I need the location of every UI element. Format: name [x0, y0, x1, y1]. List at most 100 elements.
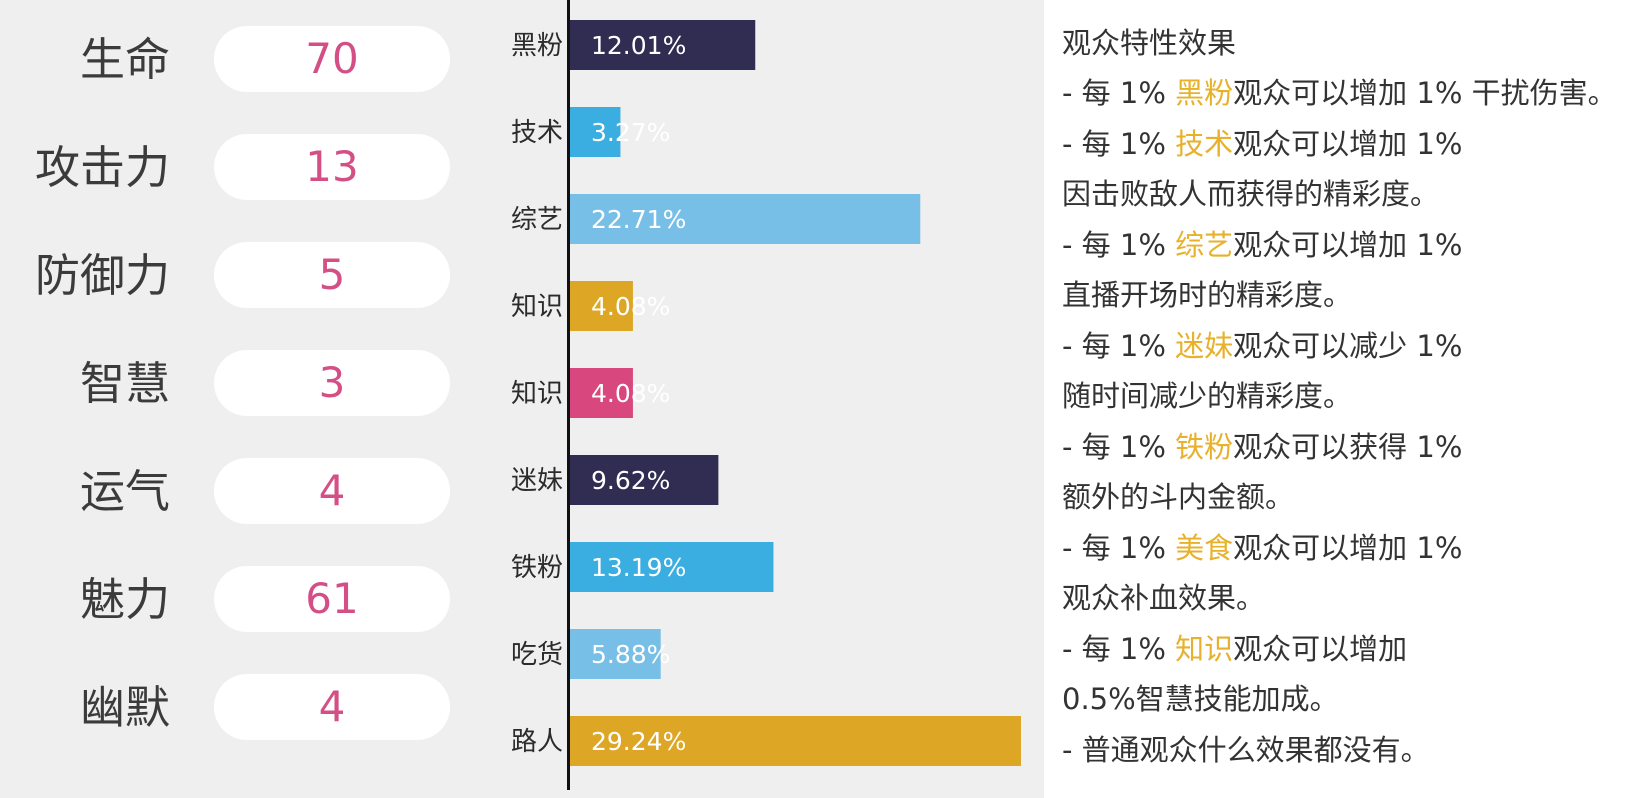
- stat-value: 5: [318, 250, 346, 299]
- data-label: 4.08%: [591, 292, 670, 321]
- bar-0: [570, 20, 756, 70]
- effect-text: 观众可以增加: [1233, 631, 1408, 666]
- effect-text: - 每 1%: [1062, 76, 1176, 110]
- bar-8: [570, 716, 1021, 766]
- stat-value-pill: 3: [214, 350, 450, 416]
- stat-label: 防御力: [34, 249, 170, 302]
- data-label: 12.01%: [591, 31, 686, 60]
- effect-text: 观众可以增加 1%: [1233, 227, 1463, 262]
- effect-line-1: - 每 1% 技术观众可以增加 1%: [1062, 122, 1462, 166]
- effect-text: - 每 1%: [1062, 227, 1176, 262]
- stat-value-pill: 4: [214, 458, 450, 524]
- effect-line-cont-4: 直播开场时的精彩度。: [1062, 273, 1352, 317]
- stat-label: 攻击力: [34, 141, 170, 194]
- category-label: 知识: [511, 292, 563, 322]
- effect-text: 0.5%智慧技能加成。: [1062, 682, 1339, 716]
- effect-text: 观众可以减少 1%: [1233, 328, 1463, 363]
- data-label: 4.08%: [591, 379, 670, 408]
- audience-type-highlight: 迷妹: [1175, 328, 1234, 363]
- stat-label: 魅力: [79, 573, 170, 626]
- effect-text: 直播开场时的精彩度。: [1062, 278, 1353, 312]
- bar-2: [570, 194, 921, 244]
- bar-4: [570, 368, 633, 418]
- stat-value-pill: 70: [214, 26, 450, 92]
- effect-line-cont-12: 0.5%智慧技能加成。: [1062, 677, 1339, 721]
- effect-line-cont-13: - 普通观众什么效果都没有。: [1062, 728, 1430, 772]
- stat-row-humor: 幽默 4: [0, 674, 470, 742]
- stats-panel: 生命 70 攻击力 13 防御力 5 智慧 3 运气 4 魅力 61 幽默 4: [0, 0, 470, 798]
- effect-text: 观众可以增加 1%: [1233, 126, 1463, 161]
- category-label: 铁粉: [511, 553, 563, 583]
- effect-text: 观众可以增加 1% 干扰伤害。: [1233, 76, 1617, 110]
- category-label: 迷妹: [511, 466, 563, 496]
- effect-text: 观众可以增加 1%: [1233, 530, 1463, 565]
- stat-label: 智慧: [79, 357, 170, 410]
- effect-text: - 每 1%: [1062, 429, 1176, 464]
- audience-type-highlight: 知识: [1175, 631, 1234, 666]
- category-label: 黑粉: [511, 31, 563, 61]
- stat-label: 生命: [79, 33, 170, 86]
- stat-row-luck: 运气 4: [0, 458, 470, 526]
- data-label: 22.71%: [591, 205, 686, 234]
- stat-value: 3: [318, 358, 346, 407]
- category-label: 综艺: [511, 205, 563, 235]
- data-label: 29.24%: [591, 727, 686, 756]
- stat-label: 运气: [79, 465, 170, 518]
- audience-type-highlight: 技术: [1175, 126, 1234, 161]
- stat-label: 幽默: [79, 681, 170, 734]
- bar-5: [570, 455, 719, 505]
- effect-text: - 每 1%: [1062, 530, 1176, 565]
- effect-text: 观众补血效果。: [1062, 581, 1266, 615]
- audience-type-highlight: 铁粉: [1175, 429, 1234, 464]
- audience-chart-panel: 黑粉 12.01% 技术 3.27% 综艺 22.71% 知识 4.08% 知识 4.08% 迷妹 9…: [470, 0, 1044, 798]
- stat-value-pill: 4: [214, 674, 450, 740]
- audience-bar-chart: 黑粉 12.01% 技术 3.27% 综艺 22.71% 知识 4.08% 知识 4.08% 迷妹 9…: [511, 0, 1021, 790]
- effect-text: - 普通观众什么效果都没有。: [1062, 732, 1430, 767]
- effect-line-0: - 每 1% 黑粉观众可以增加 1% 干扰伤害。: [1062, 71, 1617, 115]
- effect-text: 额外的斗内金额。: [1062, 480, 1295, 514]
- stat-row-defense: 防御力 5: [0, 242, 470, 310]
- effect-line-cont-8: 额外的斗内金额。: [1062, 475, 1294, 519]
- effects-panel: 观众特性效果 - 每 1% 黑粉观众可以增加 1% 干扰伤害。 - 每 1% 技术…: [1044, 0, 1652, 798]
- stat-value-pill: 61: [214, 566, 450, 632]
- stat-value: 4: [318, 682, 346, 731]
- stat-value: 13: [305, 142, 359, 191]
- audience-type-highlight: 美食: [1175, 530, 1234, 565]
- category-label: 知识: [511, 379, 563, 409]
- data-label: 9.62%: [591, 466, 670, 495]
- effect-line-5: - 每 1% 迷妹观众可以减少 1%: [1062, 324, 1462, 368]
- effect-text: 因击败敌人而获得的精彩度。: [1062, 177, 1440, 211]
- bar-3: [570, 281, 633, 331]
- effect-text: - 每 1%: [1062, 631, 1176, 666]
- bar-7: [570, 629, 661, 679]
- data-label: 13.19%: [591, 553, 686, 582]
- data-label: 5.88%: [591, 640, 670, 669]
- effects-title: 观众特性效果: [1062, 26, 1237, 60]
- effect-text: - 每 1%: [1062, 328, 1176, 363]
- stat-value-pill: 13: [214, 134, 450, 200]
- stat-value: 4: [318, 466, 346, 515]
- category-label: 技术: [511, 118, 563, 148]
- stat-row-wisdom: 智慧 3: [0, 350, 470, 418]
- effect-line-cont-10: 观众补血效果。: [1062, 576, 1265, 620]
- effect-text: - 每 1%: [1062, 126, 1176, 161]
- category-label: 路人: [511, 727, 563, 757]
- bar-1: [570, 107, 621, 157]
- audience-type-highlight: 黑粉: [1175, 76, 1234, 110]
- effect-text: 随时间减少的精彩度。: [1062, 379, 1353, 413]
- effect-line-3: - 每 1% 综艺观众可以增加 1%: [1062, 223, 1462, 267]
- effect-line-cont-6: 随时间减少的精彩度。: [1062, 374, 1352, 418]
- effect-line-9: - 每 1% 美食观众可以增加 1%: [1062, 526, 1462, 570]
- stat-value: 70: [305, 34, 359, 83]
- stat-row-charm: 魅力 61: [0, 566, 470, 634]
- category-label: 吃货: [511, 640, 563, 670]
- effect-line-11: - 每 1% 知识观众可以增加: [1062, 627, 1407, 671]
- effect-line-7: - 每 1% 铁粉观众可以获得 1%: [1062, 425, 1462, 469]
- stat-row-life: 生命 70: [0, 26, 470, 94]
- stat-value-pill: 5: [214, 242, 450, 308]
- stat-row-attack: 攻击力 13: [0, 134, 470, 202]
- audience-type-highlight: 综艺: [1175, 227, 1234, 262]
- stat-value: 61: [305, 574, 359, 623]
- effect-line-cont-2: 因击败敌人而获得的精彩度。: [1062, 172, 1439, 216]
- data-label: 3.27%: [591, 118, 670, 147]
